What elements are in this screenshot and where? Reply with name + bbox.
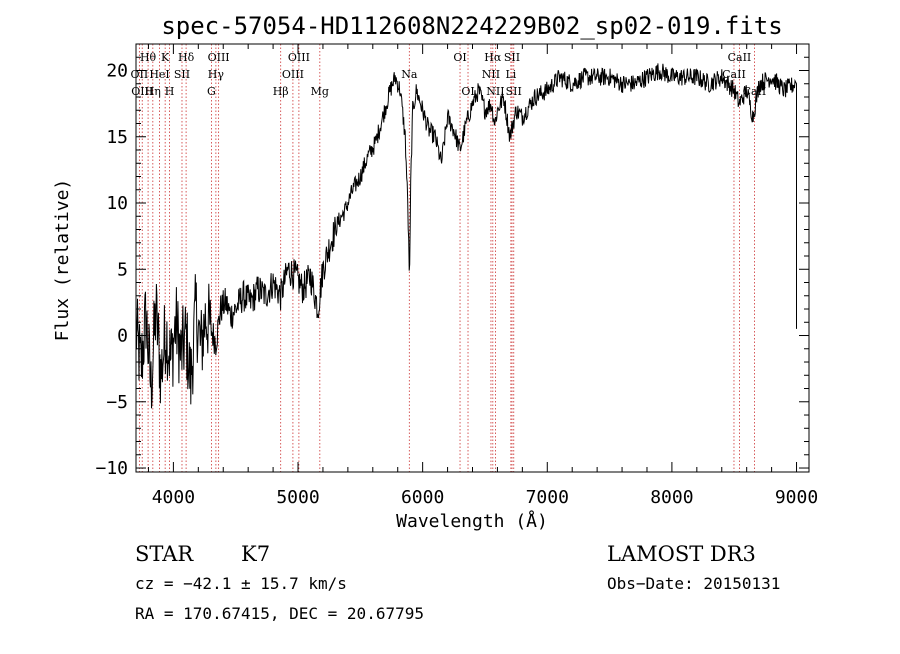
x-tick-label: 8000 bbox=[650, 487, 693, 508]
x-axis-ticks: 4000 5000 6000 7000 8000 9000 bbox=[147, 44, 818, 508]
line-marker-label-20: SII bbox=[504, 51, 520, 64]
y-tick-label: 5 bbox=[117, 259, 128, 280]
y-axis-label: Flux (relative) bbox=[52, 179, 73, 342]
y-tick-label: 15 bbox=[106, 127, 128, 148]
line-marker-label-18: OI bbox=[461, 85, 474, 98]
line-marker-label-23: NII bbox=[486, 85, 504, 98]
line-marker-label-11: G bbox=[207, 85, 216, 98]
object-subclass: K7 bbox=[241, 542, 270, 566]
obs-date: Obs−Date: 20150131 bbox=[607, 574, 780, 593]
line-marker-label-17: OI bbox=[453, 51, 466, 64]
line-marker-label-21: NII bbox=[482, 68, 500, 81]
y-tick-label: −10 bbox=[95, 458, 128, 479]
spectrum-line bbox=[135, 63, 797, 409]
line-marker-label-13: OIII bbox=[282, 68, 304, 81]
line-marker-label-9: OIII bbox=[208, 51, 230, 64]
line-marker-label-3: K bbox=[161, 51, 170, 64]
spectrum-series bbox=[135, 63, 797, 409]
line-marker-label-8: Hδ bbox=[178, 51, 195, 64]
ra-dec: RA = 170.67415, DEC = 20.67795 bbox=[135, 604, 424, 623]
line-marker-label-16: Na bbox=[401, 68, 418, 81]
line-marker-label-10: Hγ bbox=[208, 68, 225, 81]
line-marker-label-1: OII bbox=[131, 68, 149, 81]
line-marker-label-12: OIII bbox=[288, 51, 310, 64]
plot-frame bbox=[135, 43, 810, 473]
line-marker-label-0: Hθ bbox=[140, 51, 157, 64]
x-axis-label: Wavelength (Å) bbox=[396, 510, 548, 532]
line-marker-label-5: Hη bbox=[145, 85, 161, 98]
y-axis-ticks: −10 −5 0 5 10 15 20 bbox=[95, 43, 809, 479]
line-marker-label-7: SII bbox=[174, 68, 190, 81]
survey-name: LAMOST DR3 bbox=[607, 542, 756, 566]
x-tick-label: 9000 bbox=[775, 487, 818, 508]
line-marker-label-22: Li bbox=[505, 68, 516, 81]
line-marker-label-25: CaII bbox=[728, 51, 752, 64]
line-marker-label-24: SII bbox=[506, 85, 522, 98]
x-tick-label: 5000 bbox=[276, 487, 319, 508]
x-tick-label: 7000 bbox=[526, 487, 569, 508]
line-marker-label-19: Hα bbox=[484, 51, 502, 64]
y-tick-label: −5 bbox=[106, 392, 128, 413]
y-tick-label: 20 bbox=[106, 61, 128, 82]
line-marker-label-14: Hβ bbox=[273, 85, 289, 98]
line-marker-label-6: H bbox=[165, 85, 175, 98]
y-tick-label: 0 bbox=[117, 326, 128, 347]
x-tick-label: 4000 bbox=[152, 487, 195, 508]
line-marker-label-4: HeI bbox=[149, 68, 169, 81]
line-markers bbox=[138, 44, 755, 472]
y-tick-label: 10 bbox=[106, 193, 128, 214]
chart-title: spec-57054-HD112608N224229B02_sp02-019.f… bbox=[161, 12, 782, 40]
line-marker-labels: Hθ OII OIII K HeI Hη H SII Hδ OIII Hγ G OIII OIII Hβ Mg… bbox=[131, 51, 767, 98]
line-marker-label-2: OIII bbox=[131, 85, 153, 98]
redshift-cz: cz = −42.1 ± 15.7 km/s bbox=[135, 574, 347, 593]
line-marker-label-26: CaII bbox=[722, 68, 746, 81]
line-marker-label-15: Mg bbox=[311, 85, 329, 98]
object-class: STAR bbox=[135, 542, 194, 566]
x-tick-label: 6000 bbox=[401, 487, 444, 508]
